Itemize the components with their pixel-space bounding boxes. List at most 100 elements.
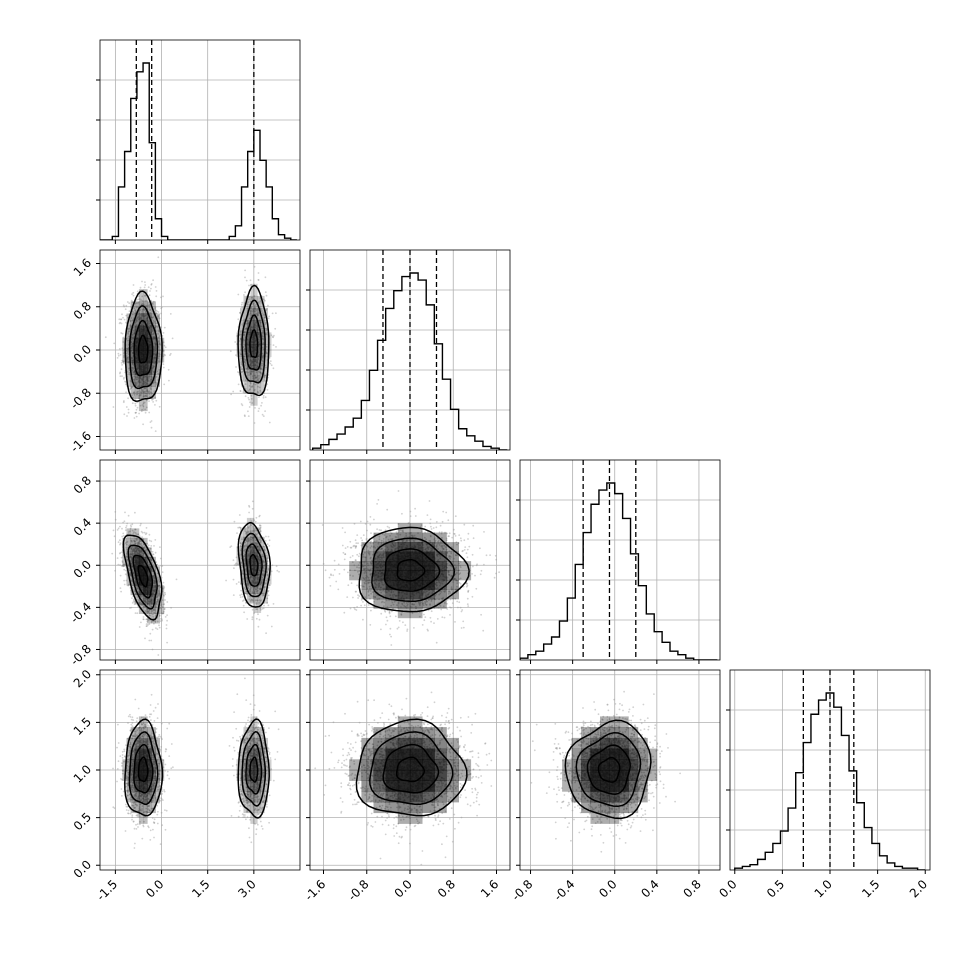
- scatter-point: [251, 541, 254, 544]
- scatter-point: [140, 544, 143, 547]
- scatter-point: [155, 290, 158, 292]
- scatter-point: [259, 549, 261, 552]
- scatter-point: [246, 578, 248, 581]
- scatter-point: [263, 314, 266, 316]
- density-cell: [126, 362, 131, 375]
- y-tick-label: -0.4: [68, 600, 94, 626]
- density-cell: [147, 585, 152, 596]
- scatter-point: [104, 336, 107, 339]
- scatter-point: [128, 530, 130, 533]
- scatter-point: [252, 310, 255, 313]
- scatter-point: [116, 529, 119, 531]
- scatter-point: [238, 514, 241, 516]
- scatter-point: [157, 340, 160, 343]
- scatter-point: [268, 545, 271, 547]
- scatter-point: [262, 395, 265, 397]
- scatter-point: [131, 319, 134, 322]
- scatter-point: [155, 602, 158, 605]
- scatter-point: [140, 530, 143, 533]
- scatter-point: [260, 582, 263, 584]
- scatter-point: [155, 325, 158, 328]
- scatter-point: [254, 542, 257, 544]
- scatter-point: [133, 540, 136, 543]
- scatter-point: [145, 611, 148, 614]
- x-tick-label: 1.5: [859, 877, 882, 900]
- scatter-point: [257, 392, 260, 394]
- density-cell: [260, 593, 265, 604]
- scatter-point: [148, 305, 151, 307]
- scatter-point: [247, 584, 250, 586]
- scatter-point: [356, 606, 358, 608]
- scatter-point: [267, 590, 269, 593]
- scatter-point: [267, 586, 270, 589]
- scatter-point: [162, 355, 165, 358]
- scatter-point: [135, 323, 138, 326]
- scatter-point: [255, 309, 258, 311]
- scatter-point: [125, 525, 128, 527]
- scatter-point: [151, 303, 154, 305]
- density-cell: [130, 537, 136, 548]
- scatter-point: [244, 548, 247, 551]
- scatter-point: [248, 504, 250, 507]
- scatter-point: [251, 296, 253, 299]
- scatter-point: [120, 565, 123, 567]
- scatter-point: [260, 599, 263, 602]
- scatter-point: [150, 283, 153, 285]
- scatter-point: [264, 586, 267, 588]
- scatter-point: [262, 592, 264, 595]
- scatter-point: [433, 622, 435, 624]
- scatter-point: [159, 546, 161, 548]
- scatter-point: [158, 353, 161, 356]
- scatter-point: [128, 551, 131, 553]
- scatter-point: [137, 542, 140, 545]
- scatter-point: [126, 357, 128, 359]
- scatter-point: [130, 386, 133, 389]
- density-cell: [264, 332, 268, 345]
- scatter-point: [244, 528, 246, 531]
- scatter-point: [148, 392, 151, 395]
- density-cell: [130, 362, 136, 375]
- scatter-point: [152, 300, 155, 303]
- scatter-point: [244, 561, 247, 564]
- scatter-point: [273, 334, 275, 337]
- scatter-point: [144, 295, 146, 297]
- scatter-point: [146, 608, 148, 611]
- scatter-point: [265, 346, 268, 348]
- scatter-point: [248, 589, 251, 592]
- scatter-point: [129, 380, 132, 382]
- density-cell: [155, 575, 160, 586]
- scatter-point: [123, 413, 126, 416]
- scatter-point: [153, 321, 156, 323]
- scatter-point: [131, 313, 134, 316]
- density-cell: [253, 603, 258, 613]
- scatter-point: [158, 330, 161, 333]
- scatter-point: [150, 621, 153, 623]
- scatter-point: [132, 371, 135, 374]
- scatter-point: [136, 587, 139, 590]
- scatter-point: [138, 397, 140, 399]
- scatter-point: [258, 603, 260, 605]
- density-cell: [267, 332, 272, 345]
- density-cell: [250, 393, 255, 406]
- scatter-point: [154, 430, 157, 432]
- scatter-point: [123, 400, 125, 402]
- density-cell: [151, 594, 156, 605]
- scatter-point: [261, 346, 264, 349]
- scatter-point: [161, 306, 163, 309]
- scatter-point: [119, 587, 122, 589]
- scatter-point: [155, 605, 157, 607]
- scatter-point: [123, 563, 125, 566]
- scatter-point: [136, 290, 139, 293]
- scatter-point: [134, 601, 136, 604]
- scatter-point: [254, 376, 257, 379]
- scatter-point: [121, 561, 124, 564]
- scatter-point: [151, 316, 154, 319]
- scatter-point: [125, 304, 128, 307]
- scatter-point: [258, 396, 260, 398]
- scatter-point: [258, 547, 261, 550]
- scatter-point: [271, 335, 274, 338]
- scatter-point: [160, 307, 163, 310]
- density-cell: [250, 536, 255, 547]
- scatter-point: [148, 604, 151, 607]
- scatter-point: [251, 507, 254, 510]
